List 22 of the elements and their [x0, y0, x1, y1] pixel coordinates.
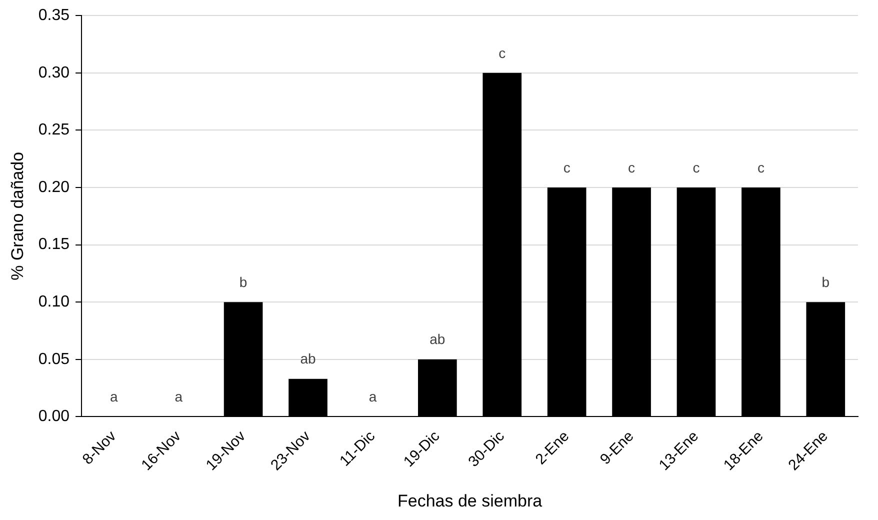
- annotation: ab: [300, 350, 316, 367]
- y-tick-label: 0.10: [38, 293, 70, 310]
- y-axis-title: % Grano dañado: [8, 152, 27, 280]
- x-axis-title: Fechas de siembra: [397, 491, 543, 510]
- annotation: a: [368, 388, 377, 405]
- annotation: c: [692, 159, 700, 176]
- annotation: a: [110, 388, 118, 405]
- y-tick-label: 0.15: [38, 236, 70, 254]
- annotation: a: [174, 388, 183, 405]
- y-tick-label: 0.20: [38, 178, 70, 196]
- annotation: b: [239, 274, 248, 290]
- annotation: c: [563, 159, 570, 176]
- annotation: c: [498, 44, 506, 61]
- annotation: b: [822, 274, 830, 290]
- y-tick-label: 0.00: [38, 408, 70, 426]
- y-tick-label: 0.30: [38, 64, 70, 82]
- annotation: c: [757, 159, 764, 176]
- annotation: ab: [430, 331, 446, 348]
- annotation: c: [628, 159, 636, 176]
- y-tick-label: 0.35: [38, 7, 70, 24]
- y-tick-label: 0.05: [38, 350, 70, 368]
- y-tick-label: 0.25: [38, 122, 70, 139]
